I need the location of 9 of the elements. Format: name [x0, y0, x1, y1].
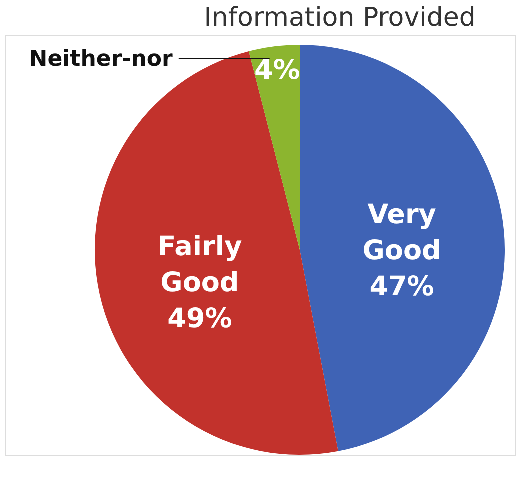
pie-slice — [300, 45, 505, 452]
pie-slice — [249, 45, 300, 250]
data-label: 47% — [370, 271, 434, 302]
slice-label: Neither-nor — [29, 46, 174, 72]
data-label: 49% — [168, 303, 232, 334]
chart-title: Information Provided — [204, 3, 476, 33]
slice-label: Fairly Good — [158, 231, 243, 298]
data-label: 4% — [254, 55, 300, 86]
slice-label: Very Good — [362, 199, 442, 266]
